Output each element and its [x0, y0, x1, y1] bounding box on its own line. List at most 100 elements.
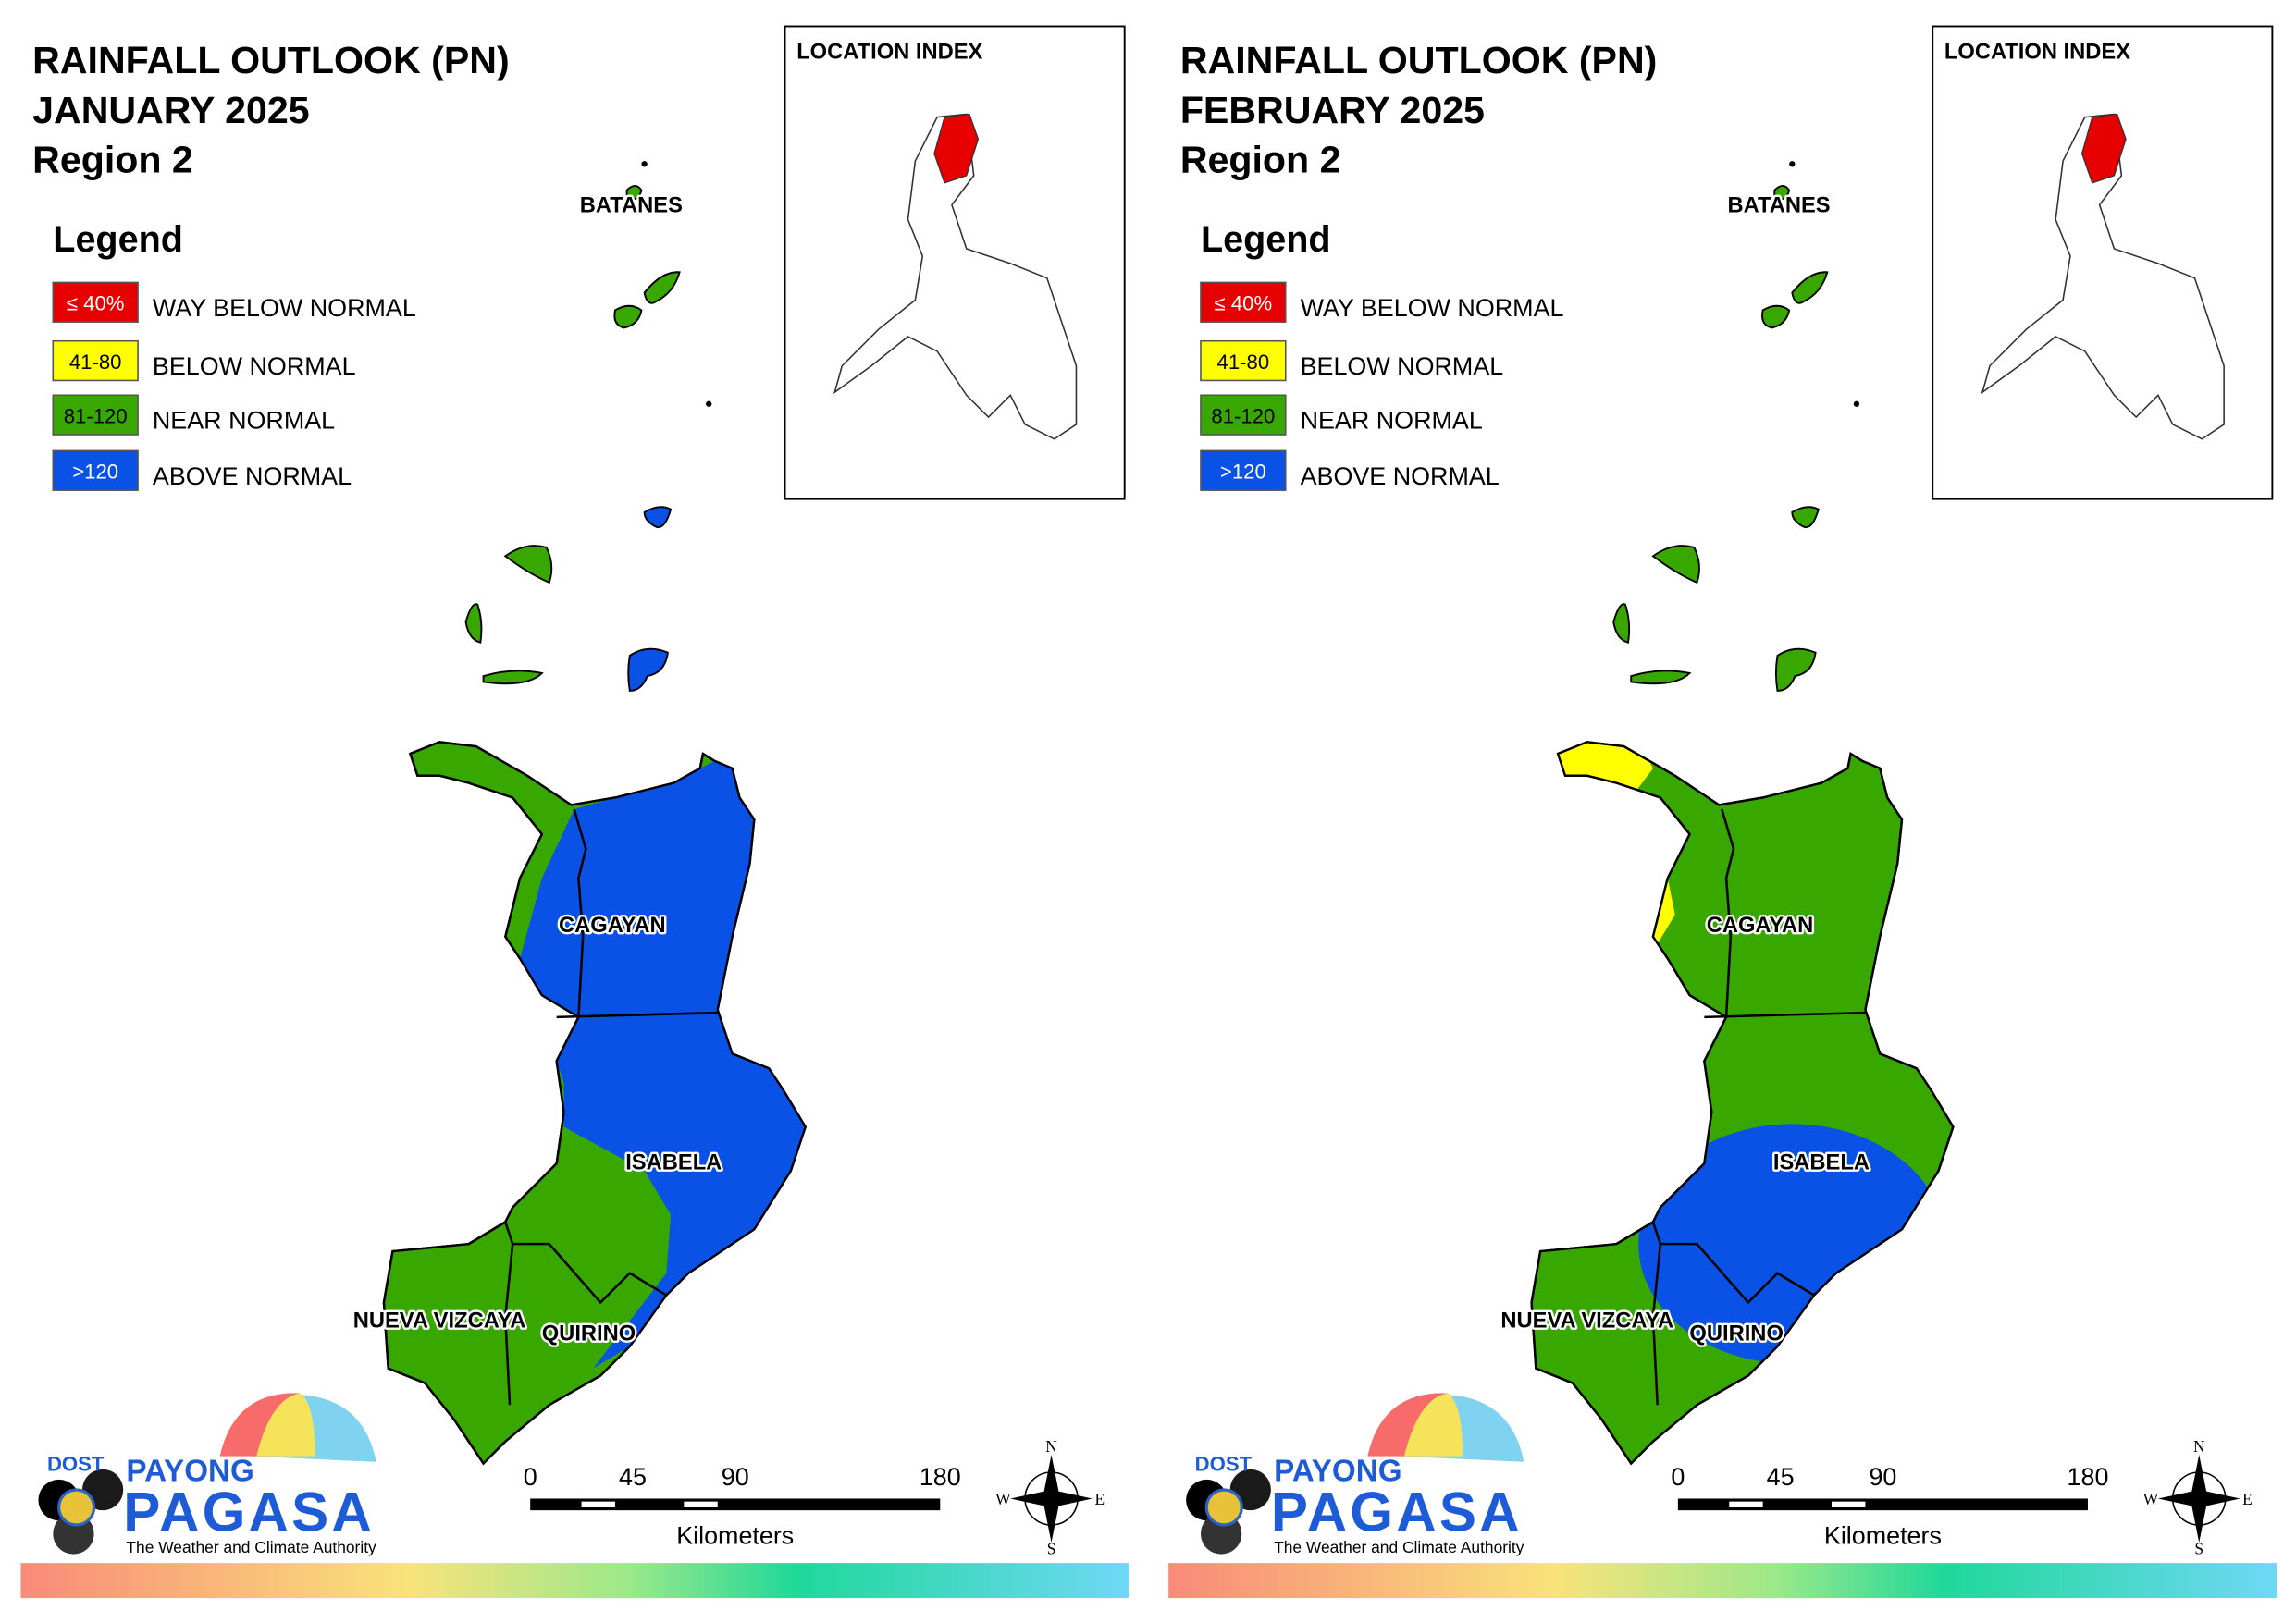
province-boundary — [1651, 1221, 1815, 1305]
island — [627, 647, 669, 692]
outlook-panel: RAINFALL OUTLOOK (PN) FEBRUARY 2025 Region… — [1168, 25, 2277, 1599]
logo-pagasa: PAGASA — [123, 1481, 375, 1543]
compass-star — [1010, 1455, 1092, 1543]
logo-seal — [57, 1488, 96, 1527]
legend-title: Legend — [1201, 219, 1331, 260]
island — [1791, 271, 1829, 304]
map-title: Region 2 — [1180, 139, 1341, 181]
umbrella-yellow — [256, 1393, 315, 1457]
scale-bar — [530, 1498, 941, 1511]
region-2-index — [933, 113, 980, 184]
scale-segment — [581, 1501, 615, 1507]
logo-dost: DOST — [1195, 1452, 1253, 1475]
province-label: QUIRINO — [542, 1322, 636, 1346]
scale-tick-label: 0 — [1671, 1463, 1685, 1491]
scale-segment — [684, 1501, 718, 1507]
island — [1612, 603, 1631, 644]
islet — [706, 400, 712, 407]
legend-label: ABOVE NORMAL — [153, 462, 352, 490]
island — [625, 185, 643, 201]
region-2-index — [2080, 113, 2127, 184]
island — [1774, 647, 1817, 692]
province-boundary — [556, 1011, 718, 1019]
island — [1630, 670, 1692, 685]
province-boundary — [1721, 808, 1735, 1017]
compass-letter: N — [2193, 1437, 2205, 1456]
outlook-panel: RAINFALL OUTLOOK (PN) JANUARY 2025 Region … — [20, 25, 1129, 1599]
umbrella-yellow — [1403, 1393, 1463, 1457]
legend-label: BELOW NORMAL — [153, 352, 356, 380]
legend-label: NEAR NORMAL — [1301, 407, 1483, 435]
logo-payong: PAYONG — [1274, 1454, 1401, 1488]
island — [613, 304, 643, 329]
island — [643, 506, 673, 529]
province-boundary — [504, 1221, 668, 1305]
province-boundary — [504, 1244, 514, 1406]
province-boundary — [1651, 1244, 1662, 1406]
scale-tick-label: 0 — [524, 1463, 537, 1491]
island — [482, 670, 544, 685]
logo-pagasa: PAGASA — [1271, 1481, 1523, 1543]
logo-seal — [1204, 1488, 1243, 1527]
location-index-title: LOCATION INDEX — [796, 40, 982, 64]
legend-range: ≤ 40% — [1215, 291, 1273, 314]
scale-tick-label: 180 — [2068, 1463, 2109, 1491]
compass-letter: S — [1047, 1540, 1056, 1558]
legend-range: 81-120 — [64, 404, 128, 427]
philippines-outline — [1981, 113, 2225, 440]
scale-tick-label: 180 — [920, 1463, 961, 1491]
region-border — [1530, 741, 1955, 1466]
legend-swatch — [1200, 394, 1287, 436]
islet — [641, 161, 648, 167]
logo-dost: DOST — [47, 1452, 105, 1475]
logo-payong: PAYONG — [126, 1454, 253, 1488]
province-label: NUEVA VIZCAYA — [1500, 1309, 1673, 1333]
compass-letter: W — [995, 1490, 1011, 1508]
map-title: FEBRUARY 2025 — [1180, 89, 1485, 131]
island — [1773, 185, 1791, 201]
province-boundary — [1704, 1011, 1866, 1019]
compass-letter: N — [1045, 1437, 1057, 1456]
philippines-outline — [833, 113, 1078, 440]
compass-star — [2157, 1455, 2240, 1543]
logo-tagline: The Weather and Climate Authority — [126, 1538, 376, 1556]
legend-range: >120 — [1220, 460, 1266, 483]
region-border — [382, 741, 807, 1466]
map-title: Region 2 — [32, 139, 193, 181]
legend-label: NEAR NORMAL — [153, 407, 335, 435]
province-label: CAGAYAN — [559, 914, 666, 938]
legend-swatch — [1200, 449, 1287, 491]
compass-letter: E — [1094, 1490, 1105, 1508]
scale-bar — [1677, 1498, 2088, 1511]
legend-label: BELOW NORMAL — [1301, 352, 1504, 380]
legend-swatch — [52, 449, 139, 491]
legend-label: WAY BELOW NORMAL — [153, 294, 416, 322]
scale-unit: Kilometers — [1824, 1522, 1942, 1550]
scale-unit: Kilometers — [676, 1522, 794, 1550]
islet — [1853, 400, 1860, 407]
province-label: ISABELA — [1773, 1150, 1870, 1174]
legend-range: 41-80 — [1217, 350, 1270, 374]
island — [643, 271, 681, 304]
compass-letter: E — [2242, 1490, 2253, 1508]
compass-letter: S — [2194, 1540, 2203, 1558]
above-normal-zone — [520, 760, 806, 1369]
legend-range: ≤ 40% — [67, 291, 125, 314]
location-index-title: LOCATION INDEX — [1944, 40, 2130, 64]
compass-letter: W — [2143, 1490, 2159, 1508]
map-title: JANUARY 2025 — [32, 89, 309, 131]
province-label: ISABELA — [625, 1150, 722, 1174]
scale-tick-label: 90 — [1869, 1463, 1896, 1491]
legend-range: 41-80 — [69, 350, 122, 374]
province-boundary — [573, 808, 587, 1017]
legend-swatch — [52, 281, 139, 323]
province-label: QUIRINO — [1689, 1322, 1783, 1346]
island — [464, 603, 483, 644]
legend-title: Legend — [53, 219, 183, 260]
legend-swatch — [1200, 339, 1287, 382]
legend-swatch — [52, 339, 139, 382]
legend-label: WAY BELOW NORMAL — [1301, 294, 1564, 322]
scale-segment — [1729, 1501, 1763, 1507]
island — [1651, 545, 1700, 584]
